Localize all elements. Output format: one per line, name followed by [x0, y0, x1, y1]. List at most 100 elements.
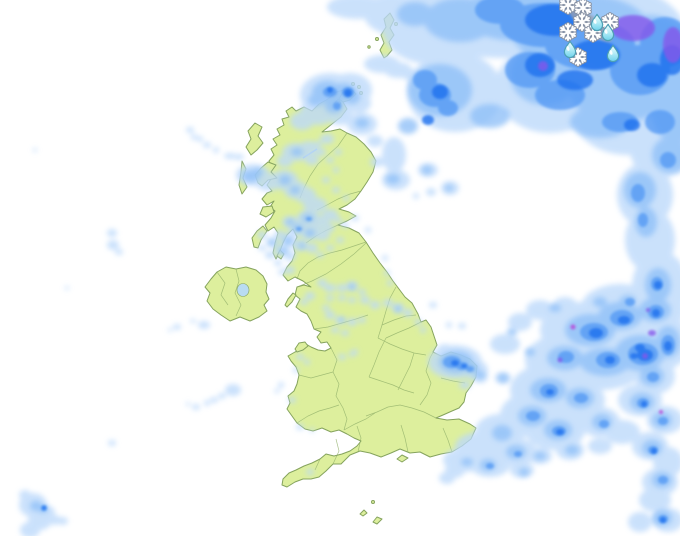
precip-cell: [348, 297, 356, 303]
precip-cell: [322, 305, 330, 311]
precip-cell: [327, 87, 333, 93]
precip-cell: [660, 517, 666, 523]
precip-cell: [191, 134, 197, 140]
precip-cell: [265, 251, 275, 259]
precip-cell: [253, 168, 263, 176]
precip-cell: [639, 488, 671, 512]
precip-cell: [646, 308, 650, 312]
precip-cell: [278, 382, 284, 388]
precip-cell: [225, 384, 241, 396]
precip-cell: [279, 175, 291, 185]
precip-cell: [461, 458, 473, 466]
precip-cell: [198, 321, 210, 329]
precip-cell: [290, 112, 314, 130]
precip-cell: [20, 522, 40, 536]
precip-cell: [498, 374, 508, 382]
precip-cell: [635, 344, 645, 352]
precip-cell: [285, 266, 295, 274]
land-guernsey: [359, 509, 368, 517]
precip-cell: [593, 297, 607, 307]
precip-cell: [355, 118, 369, 128]
precip-cell: [108, 440, 116, 446]
precip-cell: [507, 328, 517, 336]
precip-cell: [296, 424, 304, 430]
precip-cell: [115, 249, 123, 255]
precip-cell: [341, 222, 349, 228]
precip-cell: [314, 229, 330, 241]
precip-cell: [339, 318, 345, 322]
precip-cell: [638, 213, 648, 227]
precip-cell: [299, 243, 305, 249]
precip-cell: [305, 292, 315, 300]
precip-cell: [534, 452, 546, 460]
precip-cell: [403, 309, 413, 317]
land-isle-of-wight: [396, 454, 409, 463]
precip-cell: [257, 231, 267, 239]
precip-cell: [526, 300, 554, 320]
precip-cell: [317, 279, 327, 287]
precip-cell: [284, 237, 292, 245]
precip-cell: [351, 215, 359, 221]
precip-cell: [322, 177, 330, 183]
precip-cell: [413, 70, 437, 90]
precip-cell: [314, 148, 326, 156]
precip-cell: [49, 515, 61, 525]
precip-cell: [334, 217, 342, 223]
precip-cell: [19, 490, 31, 500]
precip-cell: [367, 135, 383, 147]
precip-cell: [461, 364, 467, 368]
precip-cell: [326, 295, 334, 301]
precip-cell: [370, 157, 384, 167]
precip-cell: [426, 188, 436, 196]
precip-cell: [445, 185, 453, 191]
precip-cell: [322, 209, 338, 221]
precip-cell: [213, 147, 219, 153]
land-jersey: [372, 516, 383, 525]
precip-cell: [277, 155, 293, 167]
precip-cell: [490, 334, 520, 354]
precip-cell: [384, 270, 390, 276]
precip-cell: [190, 319, 196, 323]
precip-cell: [599, 420, 609, 428]
precip-cell: [565, 445, 579, 455]
precip-cell: [382, 255, 388, 261]
precip-cell: [492, 425, 512, 441]
precip-cell: [664, 341, 672, 351]
precip-cell: [293, 367, 299, 373]
precip-cell: [438, 100, 458, 116]
precip-cell: [422, 115, 434, 125]
precip-cell: [332, 0, 368, 13]
precip-cell: [508, 313, 532, 331]
precip-cell: [652, 309, 660, 317]
precipitation-layer: [19, 0, 680, 536]
precip-cell: [344, 89, 352, 97]
precip-cell: [332, 187, 340, 193]
precip-cell: [651, 448, 657, 454]
precip-cell: [358, 317, 366, 323]
precip-cell: [475, 0, 525, 24]
precip-cell: [279, 248, 287, 254]
precip-cell: [557, 357, 563, 363]
precip-cell: [475, 371, 485, 379]
precip-cell: [557, 70, 593, 90]
precip-cell: [645, 110, 675, 134]
precip-cell: [296, 354, 304, 360]
precip-cell: [274, 389, 280, 393]
precip-cell: [336, 237, 344, 243]
land-fair-isle: [367, 45, 371, 49]
precip-cell: [625, 298, 635, 306]
precip-cell: [343, 195, 349, 201]
precip-cell: [398, 118, 418, 134]
precip-cell: [611, 15, 655, 41]
precip-cell: [654, 281, 662, 289]
precip-cell: [446, 322, 452, 328]
precip-cell: [439, 472, 455, 484]
precip-cell: [647, 372, 659, 382]
precip-cell: [290, 186, 300, 194]
precip-cell: [347, 318, 357, 326]
precip-cell: [386, 174, 400, 184]
precip-cell: [637, 63, 667, 87]
precip-cell: [574, 393, 588, 403]
